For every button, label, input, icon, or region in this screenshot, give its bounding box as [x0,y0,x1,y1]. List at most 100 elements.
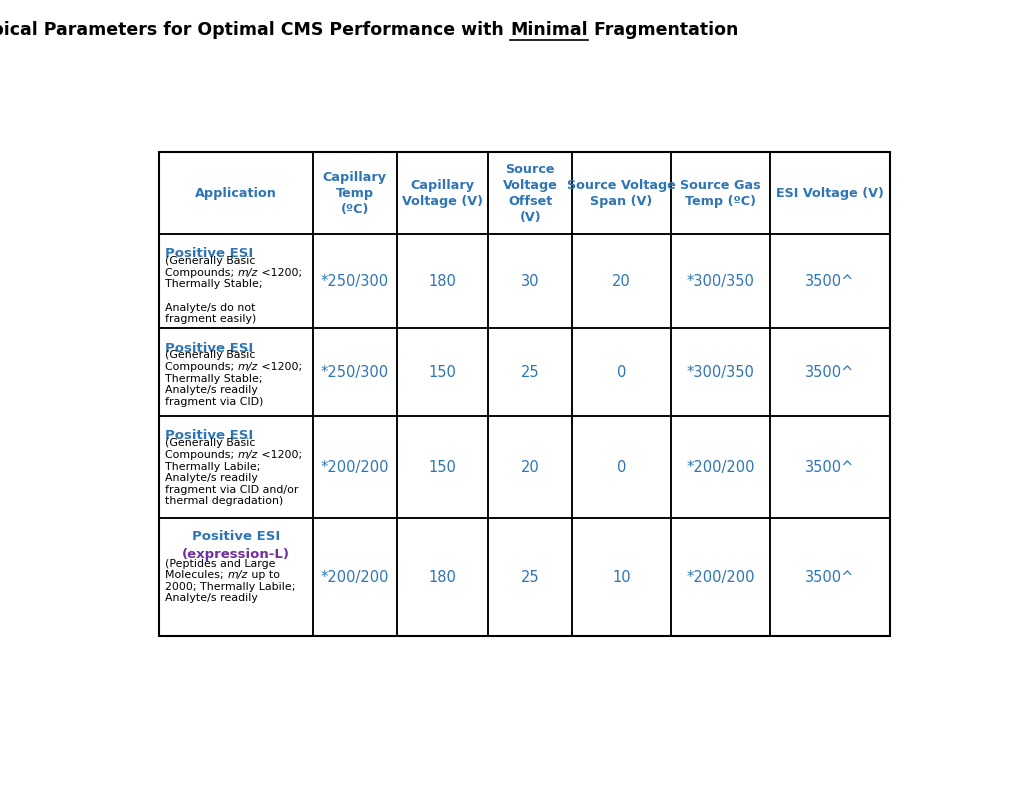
Bar [488,234,572,328]
Text: 3500^: 3500^ [805,273,854,288]
Bar [396,518,488,637]
Text: Positive ESI: Positive ESI [192,530,280,543]
Text: Minimal: Minimal [510,21,587,39]
Text: *250/300: *250/300 [320,273,388,288]
Bar [313,152,396,234]
Bar [769,518,890,637]
Text: Positive ESI: Positive ESI [165,247,254,261]
Bar [572,518,671,637]
Text: Source Gas
Temp (ºC): Source Gas Temp (ºC) [680,179,760,208]
Text: Analyte/s readily: Analyte/s readily [165,385,258,395]
Bar [769,152,890,234]
Text: (Generally Basic: (Generally Basic [165,351,256,360]
Bar [671,234,769,328]
Text: Source Voltage
Span (V): Source Voltage Span (V) [567,179,676,208]
Text: ESI Voltage (V): ESI Voltage (V) [775,187,883,199]
Text: Capillary
Temp
(ºC): Capillary Temp (ºC) [322,171,386,216]
Bar [671,152,769,234]
Bar [159,328,313,416]
Bar [572,234,671,328]
Text: (Peptides and Large: (Peptides and Large [165,559,276,569]
Text: 180: 180 [428,570,455,585]
Text: *300/350: *300/350 [686,365,753,380]
Text: 180: 180 [428,273,455,288]
Text: 3500^: 3500^ [805,365,854,380]
Bar [769,234,890,328]
Text: Compounds;: Compounds; [165,362,237,372]
Bar [159,234,313,328]
Bar [572,416,671,518]
Text: *200/200: *200/200 [686,570,754,585]
Bar [159,152,313,234]
Text: m/z: m/z [227,570,248,580]
Bar [396,234,488,328]
Bar [159,416,313,518]
Bar [396,328,488,416]
Text: Compounds;: Compounds; [165,268,237,278]
Bar [488,328,572,416]
Bar [572,328,671,416]
Text: <1200;: <1200; [258,450,303,460]
Text: 0: 0 [616,459,626,474]
Text: (expression-L): (expression-L) [181,548,289,561]
Text: Compounds;: Compounds; [165,450,237,460]
Text: Positive ESI: Positive ESI [165,341,254,355]
Text: 20: 20 [611,273,631,288]
Text: 25: 25 [521,570,539,585]
Text: Positive ESI: Positive ESI [165,429,254,443]
Bar [488,152,572,234]
Text: <1200;: <1200; [258,268,303,278]
Text: 0: 0 [616,365,626,380]
Text: Analyte/s readily: Analyte/s readily [165,473,258,483]
Bar [488,416,572,518]
Bar [313,416,396,518]
Text: *200/200: *200/200 [686,459,754,474]
Bar [159,518,313,637]
Text: 25: 25 [521,365,539,380]
Bar [671,518,769,637]
Text: thermal degradation): thermal degradation) [165,496,283,506]
Bar [396,152,488,234]
Text: *200/200: *200/200 [320,570,388,585]
Text: Thermally Stable;: Thermally Stable; [165,280,263,289]
Text: 3500^: 3500^ [805,459,854,474]
Text: 150: 150 [428,365,455,380]
Text: 150: 150 [428,459,455,474]
Text: Thermally Labile;: Thermally Labile; [165,462,261,471]
Text: Capillary
Voltage (V): Capillary Voltage (V) [401,179,482,208]
Text: 2000; Thermally Labile;: 2000; Thermally Labile; [165,582,296,592]
Text: Thermally Stable;: Thermally Stable; [165,374,263,384]
Text: fragment via CID and/or: fragment via CID and/or [165,485,299,495]
Text: Source
Voltage
Offset
(V): Source Voltage Offset (V) [502,162,557,224]
Bar [572,152,671,234]
Text: Analyte/s readily: Analyte/s readily [165,593,258,603]
Text: Analyte/s do not: Analyte/s do not [165,303,256,313]
Bar [159,152,890,637]
Text: (Generally Basic: (Generally Basic [165,256,256,266]
Text: Molecules;: Molecules; [165,570,227,580]
Text: (Generally Basic: (Generally Basic [165,438,256,448]
Bar [396,416,488,518]
Bar [313,234,396,328]
Bar [488,518,572,637]
Text: up to: up to [248,570,279,580]
Bar [769,416,890,518]
Text: 3500^: 3500^ [805,570,854,585]
Text: m/z: m/z [237,450,258,460]
Text: 20: 20 [521,459,539,474]
Text: m/z: m/z [237,268,258,278]
Text: *250/300: *250/300 [320,365,388,380]
Text: Fragmentation: Fragmentation [587,21,738,39]
Bar [671,328,769,416]
Text: fragment via CID): fragment via CID) [165,396,264,407]
Text: *300/350: *300/350 [686,273,753,288]
Bar [769,328,890,416]
Text: 10: 10 [611,570,631,585]
Bar [671,416,769,518]
Text: Application: Application [195,187,276,199]
Text: Typical Parameters for Optimal CMS Performance with: Typical Parameters for Optimal CMS Perfo… [0,21,510,39]
Text: m/z: m/z [237,362,258,372]
Text: 30: 30 [521,273,539,288]
Bar [313,328,396,416]
Text: <1200;: <1200; [258,362,303,372]
